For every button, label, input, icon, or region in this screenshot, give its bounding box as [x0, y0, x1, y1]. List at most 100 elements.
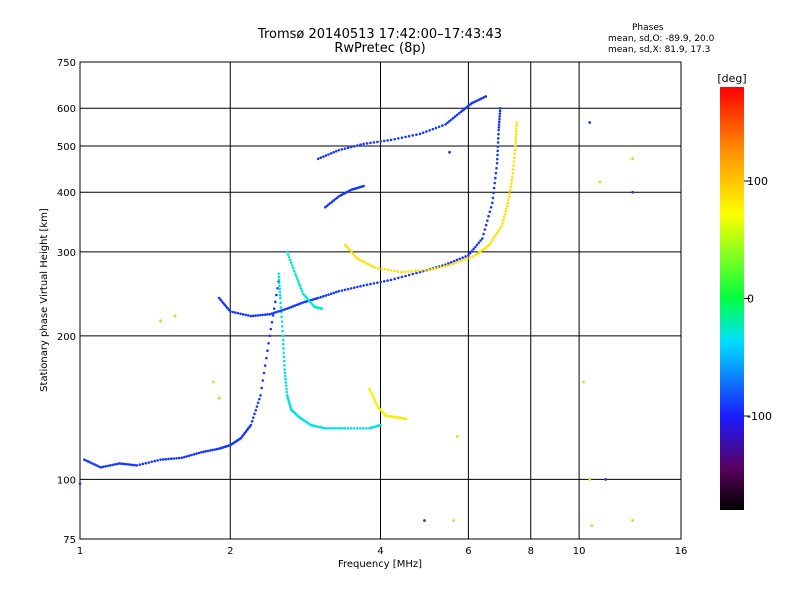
echo-point — [386, 139, 389, 142]
echo-point — [470, 249, 474, 253]
echo-point — [104, 465, 107, 468]
echo-point — [496, 141, 500, 144]
echo-point — [97, 465, 100, 468]
echo-point — [278, 293, 282, 297]
echo-point — [493, 181, 497, 185]
echo-point — [509, 182, 513, 185]
echo-point — [82, 458, 86, 461]
echo-point — [284, 377, 287, 381]
echo-point — [497, 128, 500, 132]
echo-point — [497, 229, 500, 232]
echo-point — [508, 188, 512, 192]
echo-point — [292, 269, 296, 273]
echo-point — [270, 320, 274, 324]
echo-point — [329, 152, 333, 155]
echo-point — [501, 221, 504, 225]
echo-point — [509, 185, 513, 189]
echo-point — [280, 315, 283, 319]
echo-point — [407, 134, 411, 138]
echo-point — [113, 463, 117, 466]
echo-point — [282, 355, 286, 359]
echo-point — [285, 387, 288, 391]
echo-point — [487, 243, 491, 247]
echo-point — [276, 286, 279, 290]
echo-point — [588, 121, 592, 124]
echo-point — [150, 460, 153, 464]
echo-point — [455, 435, 459, 438]
echo-point — [502, 218, 505, 222]
echo-point — [389, 138, 393, 142]
echo-point — [356, 426, 359, 430]
echo-point — [495, 231, 499, 235]
echo-point — [413, 269, 417, 273]
echo-point — [266, 313, 269, 316]
echo-point — [370, 391, 373, 395]
echo-point — [254, 314, 257, 317]
echo-point — [197, 451, 201, 455]
echo-point — [93, 463, 96, 466]
echo-point — [259, 394, 262, 397]
colorbar-tick-label: 0 — [747, 293, 754, 306]
echo-point — [386, 268, 390, 272]
echo-point — [263, 364, 267, 367]
echo-point — [376, 281, 379, 284]
echo-point — [337, 289, 341, 293]
echo-point — [156, 459, 159, 462]
echo-point — [320, 307, 324, 310]
echo-point — [512, 164, 515, 167]
echo-point — [455, 258, 459, 262]
echo-point — [85, 459, 88, 462]
y-tick-label: 400 — [57, 188, 76, 199]
echo-point — [372, 282, 376, 285]
echo-point — [367, 263, 370, 266]
echo-point — [159, 319, 162, 323]
echo-point — [380, 267, 383, 271]
echo-point — [452, 259, 456, 263]
echo-point — [448, 119, 451, 123]
echo-point — [234, 311, 237, 314]
echo-point — [467, 253, 470, 257]
echo-point — [334, 290, 338, 294]
echo-point — [291, 266, 295, 270]
echo-point — [506, 201, 510, 205]
echo-point — [284, 384, 288, 387]
echo-point — [129, 463, 132, 466]
colorbar-ticks: 100 0 -100 — [744, 175, 772, 423]
echo-point — [514, 130, 518, 133]
echo-point — [215, 447, 219, 451]
echo-point — [365, 142, 369, 145]
echo-point — [454, 261, 458, 265]
echo-point — [263, 313, 267, 316]
echo-point — [503, 213, 507, 216]
echo-point — [277, 278, 281, 282]
echo-point — [492, 236, 496, 240]
echo-point — [272, 311, 276, 315]
echo-point — [365, 426, 368, 430]
echo-point — [283, 363, 286, 367]
echo-point — [282, 359, 286, 363]
echo-point — [449, 261, 453, 264]
echo-point — [353, 426, 356, 430]
echo-point — [141, 462, 145, 466]
echo-point — [631, 190, 635, 194]
echo-point — [356, 257, 359, 261]
echo-point — [362, 260, 366, 264]
echo-point — [345, 245, 349, 249]
echo-point — [400, 136, 404, 139]
echo-point — [358, 258, 362, 262]
echo-point — [421, 131, 425, 135]
echo-point — [144, 461, 148, 465]
echo-point — [418, 132, 422, 136]
echo-point — [449, 263, 452, 266]
echo-point — [211, 448, 214, 452]
echo-point — [341, 426, 345, 430]
echo-point — [256, 314, 260, 317]
echo-point — [373, 266, 377, 269]
x-tick-label: 8 — [528, 546, 534, 557]
echo-point — [131, 463, 134, 467]
y-tick-label: 200 — [57, 332, 76, 343]
echo-point — [513, 148, 517, 152]
echo-point — [483, 228, 487, 231]
echo-point — [631, 157, 635, 161]
chart-subtitle: RwPretec (8p) — [334, 41, 426, 56]
